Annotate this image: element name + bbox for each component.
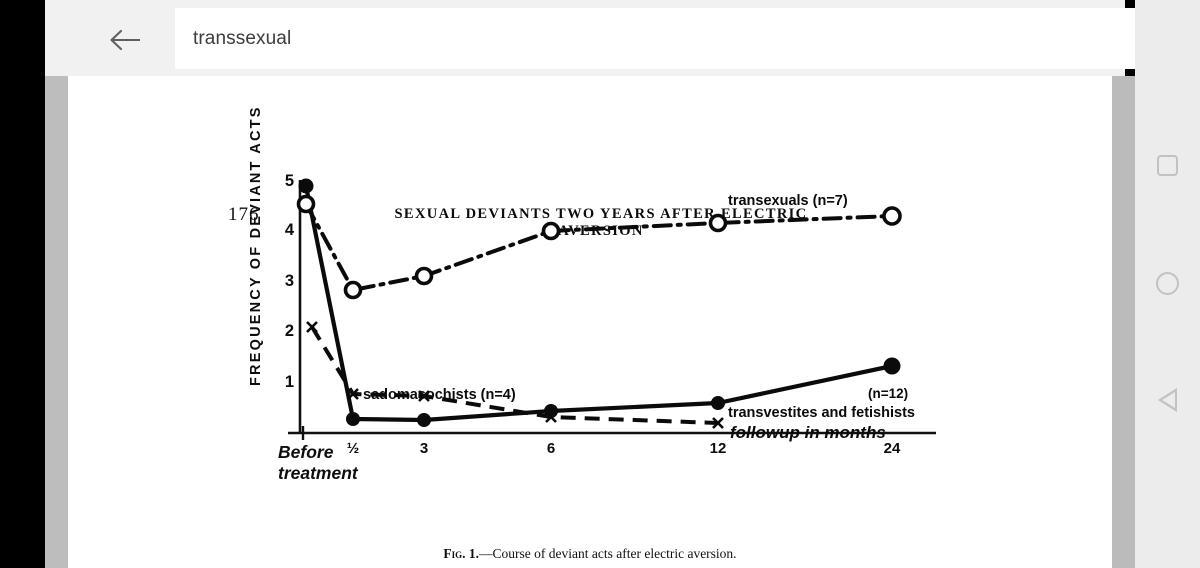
- chart-legend-sadomasochists: sadomasochists (n=4): [363, 387, 516, 403]
- svg-text:4: 4: [285, 221, 295, 239]
- document-page: 176 SEXUAL DEVIANTS TWO YEARS AFTER ELEC…: [68, 76, 1112, 568]
- back-arrow-icon[interactable]: [105, 20, 145, 60]
- svg-text:½: ½: [347, 440, 360, 457]
- search-input[interactable]: transsexual: [175, 8, 1170, 69]
- svg-text:6: 6: [547, 440, 555, 457]
- page-folio-number: 176: [228, 204, 260, 225]
- svg-text:3: 3: [420, 440, 428, 457]
- svg-text:3: 3: [285, 272, 294, 290]
- chart-origin-label: Before treatment: [278, 442, 359, 483]
- scrollbar-left[interactable]: [45, 76, 68, 568]
- chart-x-ticks: ½ 3 6 12 24: [301, 426, 901, 457]
- svg-text:2: 2: [285, 322, 294, 340]
- chart-ylabel: FREQUENCY OF DEVIANT ACTS: [248, 105, 264, 386]
- figure-1-chart: FREQUENCY OF DEVIANT ACTS 5 4 3 2 1 ½: [68, 76, 1112, 568]
- chart-annotation-n12: (n=12): [868, 386, 908, 401]
- home-circle-icon[interactable]: [1135, 257, 1200, 309]
- chart-svg: FREQUENCY OF DEVIANT ACTS 5 4 3 2 1 ½: [248, 105, 936, 483]
- svg-text:1: 1: [285, 373, 294, 391]
- back-triangle-icon[interactable]: [1135, 374, 1200, 426]
- svg-text:24: 24: [884, 440, 901, 457]
- svg-text:Before: Before: [278, 442, 334, 462]
- chart-y-ticks: 5 4 3 2 1: [285, 172, 295, 391]
- series-sadomasochists-markers: [306, 321, 724, 429]
- series-sadomasochists-line: [310, 325, 719, 425]
- series-transexuals-line: [304, 202, 894, 293]
- svg-text:treatment: treatment: [278, 463, 359, 483]
- app-bar: transsexual: [45, 0, 1170, 76]
- series-transvestites-markers: [298, 178, 901, 427]
- chart-legend-transexuals: transexuals (n=7): [728, 193, 848, 209]
- search-input-value: transsexual: [193, 27, 292, 49]
- figure-caption-text: —Course of deviant acts after electric a…: [479, 546, 737, 561]
- chart-xlabel: followup in months: [730, 423, 886, 442]
- svg-text:12: 12: [710, 440, 727, 457]
- series-transexuals-markers: [296, 194, 902, 300]
- svg-text:5: 5: [285, 172, 294, 190]
- scrollbar-right[interactable]: [1112, 76, 1135, 568]
- left-black-bezel: [0, 0, 45, 568]
- figure-caption: Fig. 1.—Course of deviant acts after ele…: [68, 546, 1112, 562]
- recents-square-icon[interactable]: [1135, 139, 1200, 191]
- chart-legend-transvestites: transvestites and fetishists: [728, 405, 915, 421]
- figure-caption-prefix: Fig. 1.: [443, 546, 480, 561]
- android-nav-bar: [1135, 0, 1200, 568]
